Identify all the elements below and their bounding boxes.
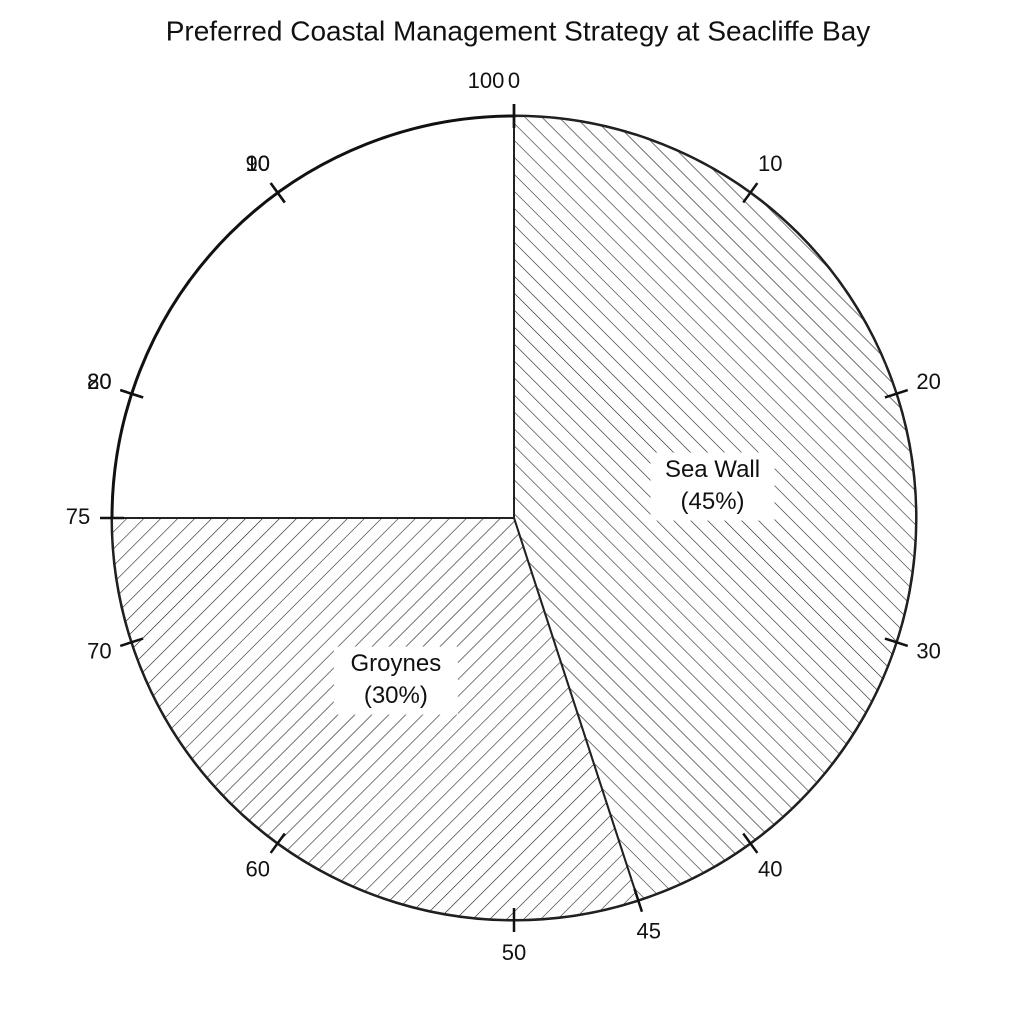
scale-tick bbox=[119, 637, 144, 648]
scale-label: 10 bbox=[758, 151, 782, 176]
scale-label: 50 bbox=[502, 940, 526, 965]
scale-label: 10 bbox=[245, 151, 269, 176]
scale-tick bbox=[119, 388, 144, 399]
scale-label: 0 bbox=[508, 68, 520, 93]
slice-label: Sea Wall bbox=[665, 456, 760, 483]
slice-value-label: (45%) bbox=[681, 488, 745, 515]
scale-tick bbox=[884, 637, 909, 648]
scale-label: 30 bbox=[916, 639, 940, 664]
scale-label: 40 bbox=[758, 857, 782, 882]
label-background bbox=[650, 452, 775, 521]
scale-label: 80 bbox=[87, 369, 111, 394]
scale-tick bbox=[742, 832, 759, 854]
scale-label: 20 bbox=[87, 369, 111, 394]
scale-label: 70 bbox=[87, 639, 111, 664]
scale-tick bbox=[884, 388, 909, 399]
scale-label: 90 bbox=[245, 151, 269, 176]
slice-value-label: (30%) bbox=[364, 682, 428, 709]
label-background bbox=[333, 646, 458, 715]
scale-label: 45 bbox=[636, 918, 660, 943]
scale-label: 20 bbox=[916, 369, 940, 394]
chart-title: Preferred Coastal Management Strategy at… bbox=[166, 15, 871, 46]
scale-tick bbox=[742, 182, 759, 204]
scale-label: 60 bbox=[245, 857, 269, 882]
scale-tick bbox=[269, 832, 286, 854]
scale-label: 100 bbox=[468, 68, 505, 93]
scale-label: 75 bbox=[66, 504, 90, 529]
scale-tick bbox=[269, 182, 286, 204]
scale-tick bbox=[633, 888, 644, 913]
slice-label: Groynes bbox=[351, 650, 442, 677]
